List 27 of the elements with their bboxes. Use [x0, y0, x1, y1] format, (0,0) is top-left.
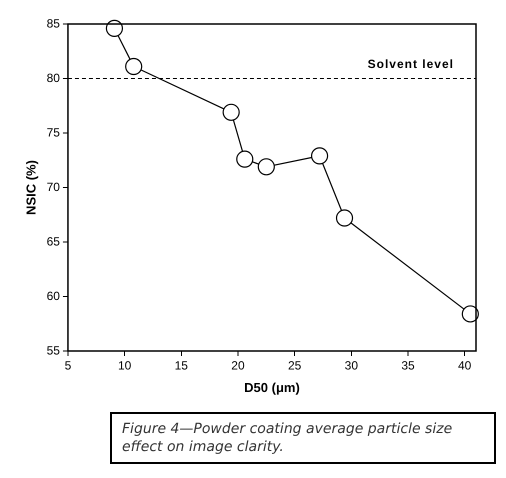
x-tick-label: 10	[118, 358, 132, 373]
x-tick-label: 30	[344, 358, 358, 373]
y-tick-label: 70	[46, 180, 60, 194]
y-tick-label: 55	[46, 343, 60, 358]
x-tick-label: 15	[174, 358, 188, 373]
point	[222, 104, 240, 121]
ref-line-label: Solvent level	[368, 56, 454, 71]
point	[310, 147, 328, 164]
x-tick-label: 20	[231, 358, 245, 373]
point	[236, 150, 254, 168]
x-tick-label: 25	[288, 358, 302, 373]
point	[462, 305, 479, 323]
x-tick-label: 35	[401, 358, 415, 373]
x-axis-title: D50 (μm)	[244, 380, 300, 395]
point	[258, 158, 275, 176]
point	[106, 20, 124, 37]
y-tick-label: 80	[46, 70, 60, 85]
caption: Figure 4—Powder coating average particle size effect on image clarity.	[122, 420, 454, 456]
y-tick-label: 65	[46, 234, 60, 248]
y-tick-label: 75	[46, 125, 60, 140]
y-tick-label: 60	[46, 288, 60, 303]
point	[336, 209, 354, 227]
y-axis-title: NSIC (%)	[23, 160, 38, 215]
x-tick-label: 40	[458, 358, 472, 373]
point	[125, 58, 142, 76]
x-tick-label: 5	[64, 358, 72, 373]
y-tick-label: 85	[46, 16, 60, 30]
